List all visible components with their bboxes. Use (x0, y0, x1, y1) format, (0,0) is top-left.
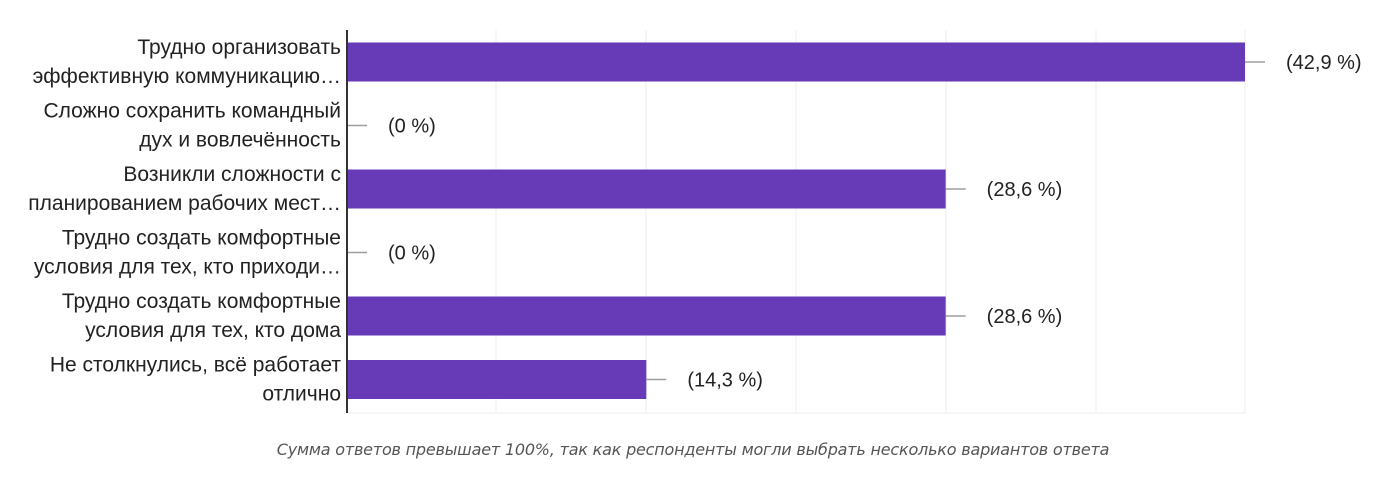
value-label-4: (28,6 %) (987, 306, 1063, 328)
bars (347, 42, 1245, 399)
category-label-4-line-1: условия для тех, кто дома (85, 319, 341, 342)
value-label-0: (42,9 %) (1286, 52, 1362, 74)
value-labels: (42,9 %) (0 %) (28,6 %) (0 %) (28,6 %) (14,3 … (347, 52, 1362, 392)
category-label-3-line-1: условия для тех, кто приходи… (34, 256, 341, 279)
category-label-1-line-1: дух и вовлечённость (139, 129, 341, 152)
category-label-4-line-0: Трудно создать комфортные (62, 290, 341, 313)
category-label-0-line-1: эффективную коммуникацию… (33, 65, 341, 88)
bar-2 (347, 169, 946, 209)
category-label-2-line-1: планированием рабочих мест… (28, 192, 341, 215)
value-label-1: (0 %) (388, 116, 436, 138)
value-label-2: (28,6 %) (987, 179, 1063, 201)
chart-footnote: Сумма ответов превышает 100%, так как ре… (276, 440, 1110, 459)
category-label-3-line-0: Трудно создать комфортные (62, 227, 341, 250)
category-label-2-line-0: Возникли сложности с (123, 163, 341, 186)
category-label-5-line-1: отлично (262, 383, 341, 406)
bar-chart: Трудно организовать эффективную коммуника… (28, 30, 1362, 414)
value-label-3: (0 %) (388, 243, 436, 265)
grid-lines (347, 30, 1246, 414)
category-label-0-line-0: Трудно организовать (137, 36, 341, 59)
category-label-5-line-0: Не столкнулись, всё работает (50, 354, 342, 377)
category-label-1-line-0: Сложно сохранить командный (43, 100, 341, 123)
category-labels: Трудно организовать эффективную коммуника… (28, 36, 341, 406)
bar-4 (347, 296, 946, 336)
bar-0 (347, 42, 1245, 82)
value-label-5: (14,3 %) (687, 370, 763, 392)
bar-5 (347, 360, 647, 399)
